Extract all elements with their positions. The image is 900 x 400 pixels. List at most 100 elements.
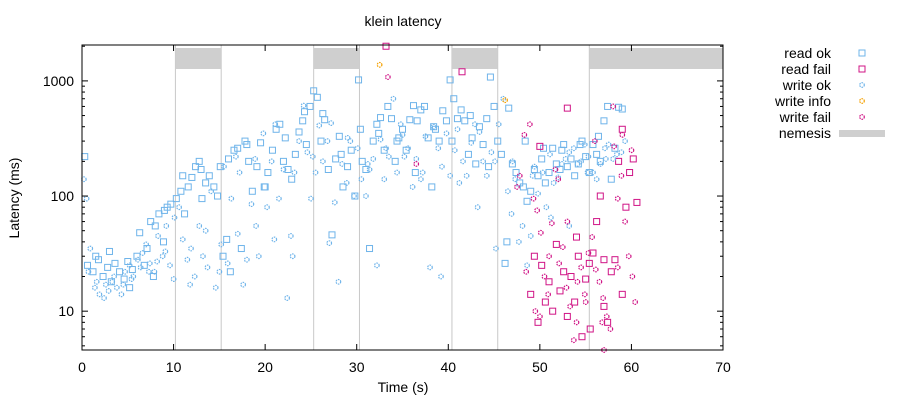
data-point: [87, 245, 94, 252]
data-point: [614, 195, 621, 202]
data-point: [515, 238, 522, 245]
data-point: [199, 253, 206, 260]
data-point: [552, 166, 559, 173]
ticks-layer: 0 10 20 30 40 50 60 70 10 100 1000: [43, 45, 731, 375]
data-point: [576, 141, 584, 149]
data-point: [582, 153, 590, 161]
data-point: [573, 319, 580, 326]
data-point: [195, 157, 203, 165]
data-point: [287, 233, 294, 239]
data-point: [611, 143, 617, 150]
data-point: [369, 137, 377, 145]
data-point: [622, 203, 630, 211]
data-point: [188, 245, 194, 252]
data-point: [179, 236, 186, 243]
data-point: [343, 180, 350, 186]
data-point: [567, 273, 575, 281]
series-read-ok: [81, 73, 626, 292]
data-point: [460, 158, 466, 165]
data-point: [527, 233, 534, 239]
x-tick-label: 0: [78, 359, 86, 375]
data-point: [288, 175, 296, 183]
data-point: [172, 195, 180, 203]
data-point: [509, 158, 516, 165]
data-point: [516, 172, 523, 179]
legend-swatch: [858, 49, 866, 57]
data-point: [584, 169, 591, 176]
data-point: [264, 169, 272, 177]
data-point: [99, 273, 107, 281]
data-point: [632, 299, 638, 305]
data-point: [177, 187, 185, 195]
data-point: [539, 169, 546, 176]
data-point: [538, 261, 546, 269]
data-point: [600, 302, 608, 310]
data-point: [556, 165, 564, 173]
data-point: [560, 141, 568, 149]
data-point: [508, 210, 515, 217]
data-point: [109, 278, 116, 285]
data-point: [167, 262, 173, 269]
data-point: [208, 188, 215, 195]
data-point: [570, 145, 577, 152]
data-point: [198, 195, 206, 203]
data-point: [585, 153, 592, 160]
points-layer: [80, 42, 641, 353]
data-point: [279, 157, 287, 165]
data-point: [483, 172, 490, 179]
data-point: [601, 145, 608, 152]
data-point: [611, 144, 619, 152]
data-point: [310, 87, 318, 95]
data-point: [236, 169, 243, 176]
data-point: [332, 155, 340, 163]
data-point: [633, 198, 641, 206]
legend-label: read ok: [784, 45, 832, 61]
data-point: [291, 169, 298, 176]
data-point: [492, 158, 498, 165]
data-point: [221, 163, 227, 170]
data-point: [596, 157, 604, 165]
data-point: [370, 156, 377, 162]
data-point: [419, 169, 426, 176]
data-point: [563, 312, 571, 320]
data-point: [202, 179, 210, 187]
data-point: [130, 273, 137, 280]
data-point: [113, 284, 120, 291]
data-point: [204, 264, 211, 271]
data-point: [541, 273, 548, 280]
x-tick-label: 40: [440, 359, 456, 375]
data-point: [494, 137, 502, 145]
data-point: [461, 117, 469, 125]
nemesis-layer: [174, 45, 723, 350]
data-point: [571, 172, 579, 180]
data-point: [603, 313, 610, 320]
data-point: [563, 284, 570, 291]
data-point: [430, 123, 437, 130]
data-point: [508, 160, 516, 168]
data-point: [276, 120, 284, 128]
data-point: [111, 259, 119, 267]
data-point: [531, 163, 538, 170]
data-point: [585, 169, 593, 177]
data-point: [122, 268, 128, 275]
data-point: [611, 256, 619, 264]
data-point: [184, 256, 191, 263]
data-point: [570, 337, 577, 344]
data-point: [548, 220, 555, 227]
data-point: [228, 195, 235, 202]
data-point: [184, 183, 192, 191]
data-point: [629, 273, 636, 280]
data-point: [530, 165, 538, 173]
data-point: [413, 161, 420, 167]
data-point: [420, 102, 428, 110]
data-point: [572, 233, 580, 241]
data-point: [541, 298, 549, 306]
data-point: [143, 241, 150, 248]
legend-label: write info: [774, 93, 831, 109]
data-point: [96, 291, 103, 298]
data-point: [593, 218, 601, 226]
nemesis-bar-0: [175, 48, 222, 69]
data-point: [593, 150, 601, 158]
data-point: [586, 325, 594, 333]
data-point: [356, 125, 364, 133]
